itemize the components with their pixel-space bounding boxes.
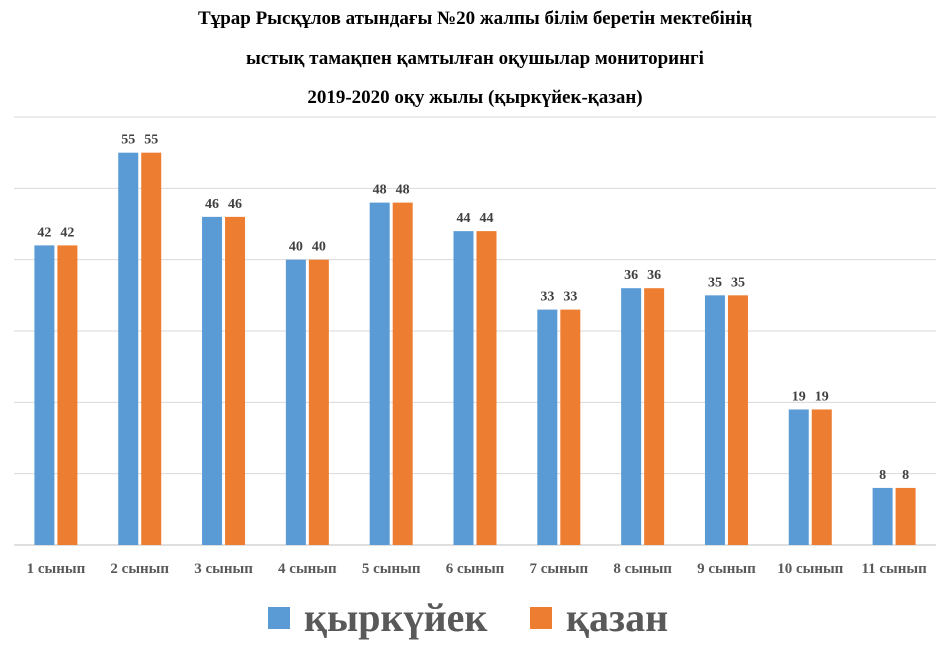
- bar-september-8: [621, 288, 642, 545]
- bar-september-4: [285, 259, 306, 545]
- data-label-september-4: 40: [289, 240, 303, 255]
- bar-october-10: [811, 409, 832, 545]
- data-label-september-10: 19: [792, 389, 806, 404]
- x-tick-label: 11 сынып: [861, 561, 927, 577]
- data-label-october-4: 40: [312, 240, 326, 255]
- bar-september-6: [453, 231, 474, 545]
- legend-item-october: қазан: [530, 596, 668, 640]
- bar-september-7: [537, 309, 558, 545]
- x-tick-label: 10 сынып: [777, 561, 843, 577]
- data-label-september-11: 8: [879, 468, 886, 483]
- legend-swatch-september: [268, 607, 290, 629]
- x-tick-label: 6 сынып: [446, 561, 505, 577]
- data-label-september-2: 55: [121, 133, 135, 148]
- legend: қыркүйек қазан: [0, 596, 950, 640]
- legend-label-october: қазан: [566, 595, 669, 640]
- data-label-september-9: 35: [708, 275, 722, 290]
- data-label-september-7: 33: [540, 290, 554, 305]
- data-label-october-8: 36: [647, 268, 661, 283]
- chart-title-line-2: ыстық тамақпен қамтылған оқушылар монито…: [246, 48, 704, 69]
- bar-october-7: [560, 309, 581, 545]
- data-label-september-3: 46: [205, 197, 219, 212]
- bar-september-9: [704, 295, 725, 545]
- bar-october-4: [308, 259, 329, 545]
- bar-october-11: [895, 487, 916, 545]
- data-label-october-7: 33: [563, 290, 577, 305]
- data-label-october-11: 8: [902, 468, 909, 483]
- legend-swatch-october: [530, 607, 552, 629]
- bar-october-5: [392, 202, 413, 545]
- bar-september-2: [118, 152, 139, 545]
- data-label-october-10: 19: [815, 389, 829, 404]
- data-label-october-6: 44: [480, 211, 494, 226]
- chart-title-line-1: Тұрар Рысқұлов атындағы №20 жалпы білім …: [198, 8, 752, 29]
- x-tick-label: 8 сынып: [613, 561, 672, 577]
- legend-item-september: қыркүйек: [268, 596, 487, 640]
- x-tick-label: 2 сынып: [110, 561, 169, 577]
- x-tick-label: 9 сынып: [697, 561, 756, 577]
- bar-september-11: [872, 487, 893, 545]
- bar-september-3: [202, 216, 223, 545]
- bar-october-8: [644, 288, 665, 545]
- data-label-october-1: 42: [60, 225, 74, 240]
- x-tick-label: 3 сынып: [194, 561, 253, 577]
- bar-october-9: [727, 295, 748, 545]
- data-label-october-3: 46: [228, 197, 242, 212]
- x-tick-label: 7 сынып: [530, 561, 589, 577]
- bar-chart: 42 42 1 сынып 55 55 2 сынып 46 46 3 сынып 40 40 4 с…: [14, 116, 936, 577]
- bar-october-6: [476, 231, 497, 545]
- x-tick-label: 5 сынып: [362, 561, 421, 577]
- legend-label-september: қыркүйек: [304, 595, 488, 640]
- data-label-september-1: 42: [37, 225, 51, 240]
- data-label-september-5: 48: [373, 183, 387, 198]
- bar-october-3: [225, 216, 246, 545]
- data-label-september-8: 36: [624, 268, 638, 283]
- data-label-october-9: 35: [731, 275, 745, 290]
- bar-september-1: [34, 245, 55, 545]
- data-label-october-5: 48: [396, 183, 410, 198]
- data-label-october-2: 55: [144, 133, 158, 148]
- bar-september-5: [369, 202, 390, 545]
- bar-october-1: [57, 245, 78, 545]
- data-label-september-6: 44: [457, 211, 471, 226]
- bar-october-2: [141, 152, 162, 545]
- x-tick-label: 4 сынып: [278, 561, 337, 577]
- bar-september-10: [788, 409, 809, 545]
- x-tick-label: 1 сынып: [27, 561, 86, 577]
- chart-title-line-3: 2019-2020 оқу жылы (қыркүйек-қазан): [307, 87, 643, 108]
